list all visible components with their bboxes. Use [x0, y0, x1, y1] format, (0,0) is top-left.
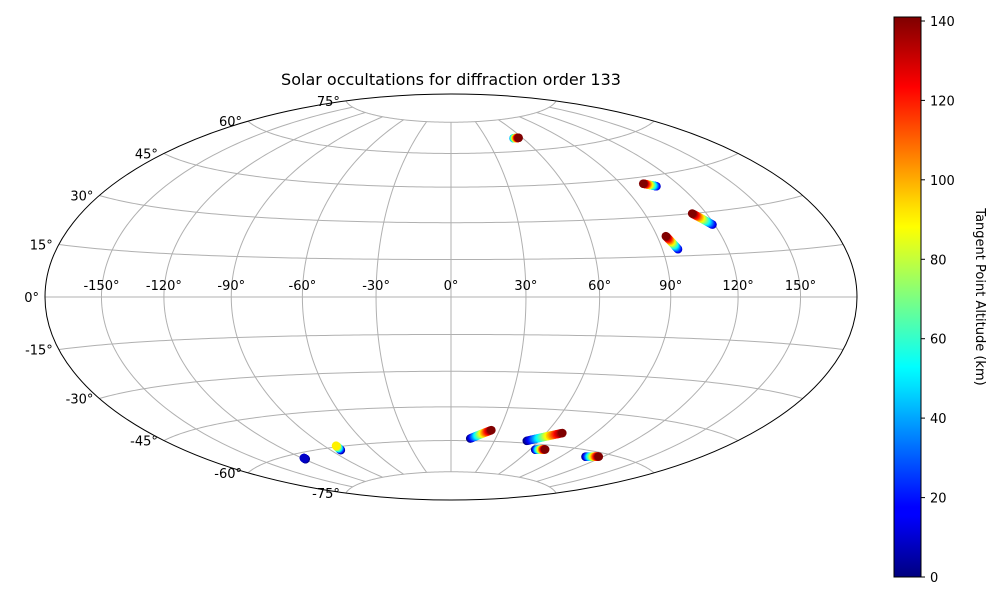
- latitude-tick-label: 45°: [135, 148, 158, 163]
- longitude-tick-label: 60°: [588, 279, 611, 294]
- longitude-tick-label: -90°: [217, 279, 245, 294]
- longitude-tick-label: -30°: [362, 279, 390, 294]
- occultation-track: [687, 209, 717, 229]
- meridian-line: [163, 112, 366, 482]
- longitude-tick-label: 0°: [444, 279, 459, 294]
- latitude-tick-label: -15°: [25, 344, 53, 359]
- latitude-tick-label: 60°: [219, 115, 242, 130]
- latitude-tick-label: 0°: [24, 291, 39, 306]
- occultation-track: [509, 133, 523, 143]
- longitude-tick-label: -60°: [289, 279, 317, 294]
- occultation-track: [331, 441, 346, 455]
- meridian-line: [301, 119, 404, 475]
- meridian-line: [549, 106, 802, 488]
- longitude-tick-label: -150°: [83, 279, 119, 294]
- colorbar-tick-label: 60: [930, 333, 947, 348]
- meridian-line: [100, 106, 353, 488]
- data-point: [331, 441, 341, 451]
- data-point: [594, 452, 604, 461]
- colorbar-tick-label: 140: [930, 15, 955, 30]
- latitude-tick-label: -45°: [130, 435, 158, 450]
- data-point: [558, 428, 567, 438]
- occultation-track: [522, 428, 567, 446]
- longitude-tick-label: 90°: [659, 279, 682, 294]
- latitude-tick-label: 75°: [317, 95, 340, 110]
- data-point: [299, 453, 309, 463]
- occultation-track: [661, 231, 683, 254]
- colorbar-gradient: [893, 16, 922, 578]
- latitude-tick-label: -30°: [66, 393, 94, 408]
- latitude-tick-label: 15°: [30, 239, 53, 254]
- colorbar-tick-label: 40: [930, 412, 947, 427]
- occultation-track: [581, 452, 604, 461]
- latitude-tick-label: -60°: [214, 467, 242, 482]
- longitude-tick-label: 150°: [785, 279, 816, 294]
- data-point: [514, 133, 523, 143]
- data-point: [487, 425, 496, 435]
- colorbar-label: Tangent Point Altitude (km): [972, 207, 987, 385]
- meridian-line: [498, 119, 601, 475]
- map-boundary: [44, 93, 858, 501]
- occultation-points: [299, 133, 717, 464]
- graticule: [45, 100, 857, 494]
- colorbar-tick-label: 0: [930, 571, 938, 586]
- data-point: [540, 445, 550, 454]
- occultation-track: [299, 453, 310, 464]
- meridian-line: [230, 116, 383, 478]
- meridian-line: [375, 121, 428, 473]
- data-point: [661, 231, 671, 241]
- data-point: [638, 179, 648, 188]
- occultation-track: [638, 179, 661, 191]
- meridian-line: [474, 121, 527, 473]
- colorbar-tick-label: 120: [930, 94, 955, 109]
- colorbar-tick-label: 100: [930, 174, 955, 189]
- longitude-tick-label: 120°: [722, 279, 753, 294]
- longitude-tick-label: -120°: [146, 279, 182, 294]
- colorbar: 0 20 40 60 80 100 120 140 Tangent Point Altitud…: [893, 15, 987, 586]
- occultation-track: [530, 445, 550, 454]
- data-point: [687, 209, 697, 218]
- colorbar-tick-label: 20: [930, 492, 947, 507]
- latitude-tick-labels: 75° 60° 45° 30° 15° 0° -15° -30° -45° -60° -75°: [24, 95, 340, 502]
- meridian-line: [536, 112, 739, 482]
- meridian-line: [519, 116, 672, 478]
- colorbar-tick-label: 80: [930, 253, 947, 268]
- chart-title: Solar occultations for diffraction order…: [281, 70, 621, 89]
- occultation-track: [465, 425, 496, 443]
- colorbar-ticks: 0 20 40 60 80 100 120 140: [921, 15, 955, 586]
- longitude-tick-labels: -150° -120° -90° -60° -30° 0° 30° 60° 90° 120° 150…: [83, 279, 816, 294]
- latitude-tick-label: 30°: [70, 190, 93, 205]
- latitude-tick-label: -75°: [312, 487, 340, 502]
- longitude-tick-label: 30°: [514, 279, 537, 294]
